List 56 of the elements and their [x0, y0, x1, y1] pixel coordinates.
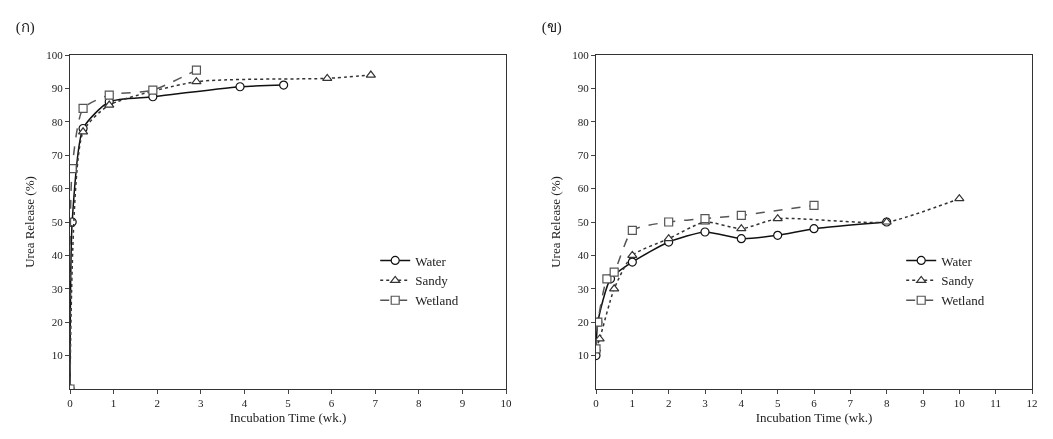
x-tick-label: 5: [285, 397, 292, 410]
y-tick-label: 70: [51, 149, 64, 162]
x-tick-label: 9: [459, 397, 466, 410]
x-tick-label: 2: [665, 397, 672, 410]
x-tick-label: 0: [67, 397, 74, 410]
x-tick-label: 7: [847, 397, 854, 410]
x-tick-label: 5: [774, 397, 781, 410]
y-tick-label: 100: [46, 48, 64, 61]
x-tick-label: 0: [593, 397, 600, 410]
x-tick-label: 3: [198, 397, 205, 410]
x-tick-label: 7: [372, 397, 379, 410]
x-tick-label: 2: [154, 397, 160, 410]
y-tick-label: 70: [577, 149, 590, 162]
y-tick-label: 20: [577, 316, 590, 329]
y-axis-title: Urea Release (%): [547, 176, 563, 268]
x-tick-label: 1: [629, 397, 636, 410]
y-tick-label: 10: [577, 349, 590, 362]
y-tick-label: 80: [577, 115, 590, 128]
x-tick-label: 4: [241, 397, 248, 410]
chart-title: (ก): [15, 19, 35, 37]
y-tick-label: 100: [572, 48, 590, 61]
x-tick-label: 1: [110, 397, 117, 410]
legend-label: Sandy: [941, 273, 975, 289]
x-tick-label: 6: [328, 397, 335, 410]
legend-label: Water: [941, 253, 973, 269]
y-tick-label: 10: [51, 349, 64, 362]
y-tick-label: 60: [51, 182, 64, 195]
y-tick-label: 40: [577, 249, 590, 262]
x-tick-label: 11: [990, 397, 1001, 410]
x-tick-label: 6: [811, 397, 818, 410]
x-tick-label: 8: [883, 397, 890, 410]
x-tick-label: 4: [738, 397, 745, 410]
x-tick-label: 8: [416, 397, 423, 410]
y-tick-label: 60: [577, 182, 590, 195]
y-tick-label: 50: [577, 215, 590, 228]
legend-label: Wetland: [941, 293, 985, 309]
x-axis-title: Incubation Time (wk.): [229, 409, 347, 425]
legend-label: Sandy: [415, 273, 449, 289]
y-axis-title: Urea Release (%): [21, 176, 37, 268]
x-tick-label: 12: [1026, 397, 1038, 410]
x-tick-label: 3: [702, 397, 709, 410]
y-tick-label: 90: [577, 82, 590, 95]
y-tick-label: 80: [51, 115, 64, 128]
legend-label: Water: [415, 253, 447, 269]
x-tick-label: 9: [920, 397, 927, 410]
y-tick-label: 30: [51, 282, 64, 295]
x-axis-title: Incubation Time (wk.): [755, 409, 873, 425]
y-tick-label: 40: [51, 249, 64, 262]
chart-title: (ข): [541, 19, 562, 37]
legend-label: Wetland: [415, 293, 459, 309]
y-tick-label: 50: [51, 215, 64, 228]
x-tick-label: 10: [500, 397, 512, 410]
x-tick-label: 10: [953, 397, 966, 410]
y-tick-label: 90: [51, 82, 64, 95]
y-tick-label: 20: [51, 316, 64, 329]
y-tick-label: 30: [577, 282, 590, 295]
